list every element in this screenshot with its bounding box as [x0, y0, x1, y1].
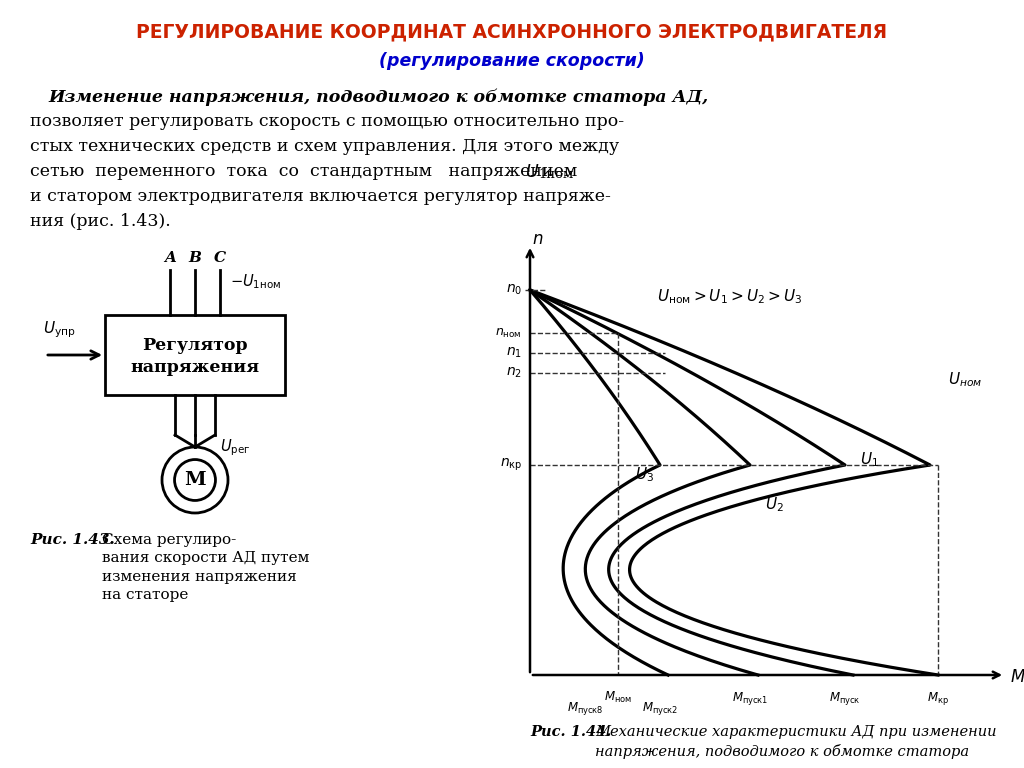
Text: $M_{\text{пуск}1}$: $M_{\text{пуск}1}$	[732, 690, 768, 707]
Circle shape	[162, 447, 228, 513]
Text: $U_1$: $U_1$	[860, 451, 879, 469]
Text: C: C	[214, 251, 226, 265]
Text: $n_1$: $n_1$	[506, 346, 522, 360]
Text: $U_{ном}$: $U_{ном}$	[948, 371, 982, 389]
Text: $M$: $M$	[1010, 668, 1024, 686]
Text: $U_2$: $U_2$	[765, 495, 783, 515]
Text: РЕГУЛИРОВАНИЕ КООРДИНАТ АСИНХРОННОГО ЭЛЕКТРОДВИГАТЕЛЯ: РЕГУЛИРОВАНИЕ КООРДИНАТ АСИНХРОННОГО ЭЛЕ…	[136, 22, 888, 41]
Text: $-U_{1\text{ном}}$: $-U_{1\text{ном}}$	[230, 272, 282, 291]
Text: B: B	[188, 251, 202, 265]
Text: (регулирование скорости): (регулирование скорости)	[379, 52, 645, 70]
Text: $M_{\text{пуск}8}$: $M_{\text{пуск}8}$	[566, 700, 603, 717]
Text: $n_0$: $n_0$	[506, 283, 522, 297]
Text: сетью  переменного  тока  со  стандартным   напряжением: сетью переменного тока со стандартным на…	[30, 163, 578, 180]
Text: $M_{\text{пуск}}$: $M_{\text{пуск}}$	[829, 690, 861, 707]
Text: ния (рис. 1.43).: ния (рис. 1.43).	[30, 213, 171, 230]
Text: $M_{\text{ном}}$: $M_{\text{ном}}$	[604, 690, 632, 705]
Text: $n_{\text{кр}}$: $n_{\text{кр}}$	[500, 457, 522, 473]
Text: $U_{\text{ном}}>U_1>U_2>U_3$: $U_{\text{ном}}>U_1>U_2>U_3$	[657, 287, 803, 306]
Circle shape	[174, 459, 215, 501]
Text: 1ном: 1ном	[538, 168, 573, 181]
Text: Механические характеристики АД при изменении
напряжения, подводимого к обмотке с: Механические характеристики АД при измен…	[595, 725, 996, 759]
Text: $U_3$: $U_3$	[636, 465, 654, 485]
Text: $U$: $U$	[525, 164, 540, 181]
Text: Рис. 1.43.: Рис. 1.43.	[30, 533, 115, 547]
Text: $n$: $n$	[532, 231, 544, 249]
Bar	[105, 315, 285, 395]
Text: A: A	[164, 251, 176, 265]
Text: $U_{\text{рег}}$: $U_{\text{рег}}$	[220, 437, 251, 458]
Text: позволяет регулировать скорость с помощью относительно про-: позволяет регулировать скорость с помощь…	[30, 113, 624, 130]
Text: Изменение напряжения, подводимого к обмотке статора АД,: Изменение напряжения, подводимого к обмо…	[48, 88, 709, 105]
Text: $M_{\text{кр}}$: $M_{\text{кр}}$	[927, 690, 949, 707]
Text: М: М	[184, 471, 206, 489]
Text: Регулятор: Регулятор	[142, 336, 248, 353]
Text: Рис. 1.44.: Рис. 1.44.	[530, 725, 611, 739]
Text: $M_{\text{пуск}2}$: $M_{\text{пуск}2}$	[642, 700, 678, 717]
Text: и статором электродвигателя включается регулятор напряже-: и статором электродвигателя включается р…	[30, 188, 611, 205]
Text: $n_2$: $n_2$	[506, 366, 522, 380]
Text: стых технических средств и схем управления. Для этого между: стых технических средств и схем управлен…	[30, 138, 620, 155]
Text: Схема регулиро-
вания скорости АД путем
изменения напряжения
на статоре: Схема регулиро- вания скорости АД путем …	[102, 533, 309, 602]
Text: $U_{\text{упр}}$: $U_{\text{упр}}$	[43, 319, 76, 340]
Text: напряжения: напряжения	[130, 359, 259, 376]
Text: $n_{\text{ном}}$: $n_{\text{ном}}$	[496, 326, 522, 339]
